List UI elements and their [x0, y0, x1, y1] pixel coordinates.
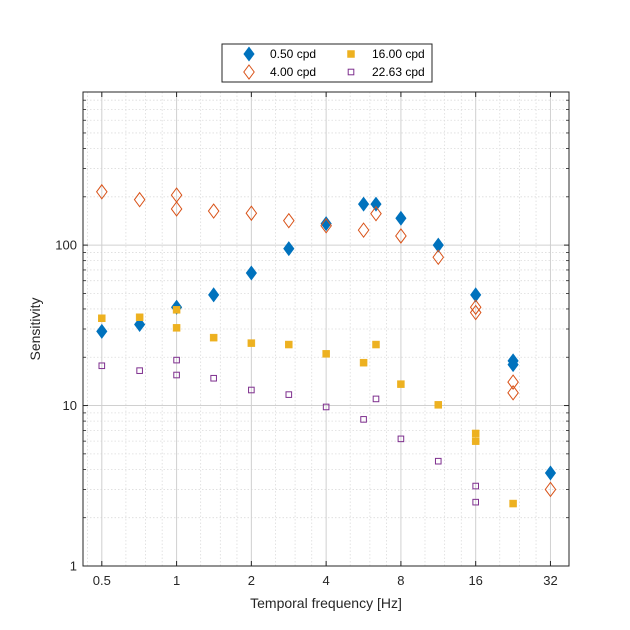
axis-ticks	[83, 92, 569, 567]
x-tick-label: 8	[397, 573, 404, 588]
x-tick-label: 1	[173, 573, 180, 588]
data-point-4-00-cpd	[544, 481, 557, 498]
data-point-22-63-cpd	[322, 403, 330, 411]
data-point-22-63-cpd	[248, 386, 255, 394]
x-axis-label: Temporal frequency [Hz]	[250, 595, 402, 611]
data-point-22-63-cpd	[136, 367, 143, 374]
data-point-4-00-cpd	[282, 212, 295, 229]
data-point-22-63-cpd	[173, 356, 180, 364]
data-point-4-00-cpd	[207, 203, 220, 219]
legend-symbol-22-63-cpd	[347, 68, 355, 76]
data-point-16-00-cpd	[172, 324, 181, 332]
data-point-16-00-cpd	[172, 306, 181, 314]
data-point-4-00-cpd	[469, 299, 482, 316]
data-point-16-00-cpd	[471, 437, 480, 445]
legend-symbol-4-00-cpd	[243, 64, 255, 80]
data-point-16-00-cpd	[471, 429, 480, 438]
legend-label-22-63-cpd: 22.63 cpd	[372, 65, 425, 79]
x-tick-label: 4	[323, 573, 330, 588]
legend-label-0-50-cpd: 0.50 cpd	[270, 47, 316, 61]
data-markers	[95, 183, 557, 508]
data-point-0-50-cpd	[432, 237, 444, 253]
data-point-0-50-cpd	[395, 210, 407, 226]
data-point-22-63-cpd	[98, 362, 106, 370]
legend-box	[221, 43, 433, 83]
y-tick-label: 100	[55, 238, 77, 253]
legend-entries	[243, 46, 355, 80]
data-point-16-00-cpd	[397, 380, 405, 388]
data-point-4-00-cpd	[357, 222, 370, 238]
data-point-0-50-cpd	[544, 465, 557, 481]
data-point-22-63-cpd	[472, 498, 479, 506]
data-point-16-00-cpd	[509, 499, 517, 508]
data-point-4-00-cpd	[507, 385, 519, 401]
data-point-4-00-cpd	[133, 191, 146, 208]
legend-symbol-16-00-cpd	[347, 50, 355, 58]
data-point-22-63-cpd	[173, 371, 180, 379]
data-point-16-00-cpd	[322, 350, 330, 358]
data-point-4-00-cpd	[170, 201, 183, 217]
data-point-0-50-cpd	[507, 357, 519, 373]
data-point-22-63-cpd	[210, 374, 217, 382]
legend-label-4-00-cpd: 4.00 cpd	[270, 65, 316, 79]
data-point-0-50-cpd	[358, 196, 370, 212]
data-point-0-50-cpd	[245, 265, 257, 281]
data-point-0-50-cpd	[134, 316, 146, 333]
data-point-16-00-cpd	[359, 358, 368, 367]
data-point-16-00-cpd	[247, 339, 256, 347]
data-point-22-63-cpd	[434, 457, 442, 465]
data-point-0-50-cpd	[283, 241, 295, 257]
data-point-22-63-cpd	[472, 482, 479, 490]
data-point-4-00-cpd	[370, 205, 382, 222]
data-point-0-50-cpd	[370, 196, 382, 212]
data-point-4-00-cpd	[320, 217, 332, 234]
data-point-4-00-cpd	[245, 205, 258, 222]
x-tick-label: 32	[543, 573, 557, 588]
data-point-22-63-cpd	[285, 391, 293, 398]
data-point-0-50-cpd	[96, 323, 108, 339]
data-point-16-00-cpd	[98, 314, 106, 323]
legend-symbol-0-50-cpd	[243, 46, 255, 62]
data-point-22-63-cpd	[360, 416, 367, 423]
data-point-4-00-cpd	[432, 249, 445, 266]
data-point-4-00-cpd	[95, 183, 108, 200]
data-point-4-00-cpd	[507, 374, 519, 390]
data-point-0-50-cpd	[470, 287, 482, 303]
y-tick-labels: 1 10 100	[55, 238, 77, 574]
data-point-16-00-cpd	[209, 333, 218, 342]
data-point-22-63-cpd	[397, 435, 405, 443]
x-tick-label: 16	[468, 573, 482, 588]
x-tick-labels: 0.5 1 2 4 8 16 32	[93, 573, 558, 588]
x-tick-label: 2	[248, 573, 255, 588]
legend: 0.50 cpd 4.00 cpd 16.00 cpd 22.63 cpd	[221, 43, 433, 83]
data-point-16-00-cpd	[372, 340, 380, 349]
legend-label-16-00-cpd: 16.00 cpd	[372, 47, 425, 61]
data-point-16-00-cpd	[285, 340, 293, 349]
y-tick-label: 10	[63, 398, 77, 413]
data-point-0-50-cpd	[320, 216, 332, 232]
data-point-4-00-cpd	[395, 228, 407, 244]
y-tick-label: 1	[70, 559, 77, 574]
data-point-16-00-cpd	[135, 313, 144, 322]
data-point-0-50-cpd	[208, 287, 220, 303]
data-point-16-00-cpd	[434, 401, 443, 409]
x-tick-label: 0.5	[93, 573, 111, 588]
data-point-4-00-cpd	[469, 304, 482, 321]
data-point-22-63-cpd	[372, 395, 380, 403]
y-axis-label: Sensitivity	[27, 297, 43, 360]
